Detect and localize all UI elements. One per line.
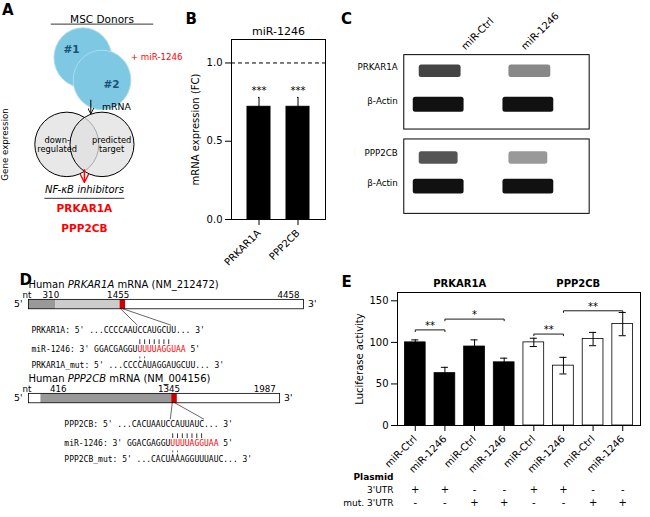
svg-text:50: 50 xyxy=(376,378,389,389)
svg-text:NF-κB inhibitors: NF-κB inhibitors xyxy=(45,184,124,195)
svg-text:#1: #1 xyxy=(64,43,80,55)
svg-text:-: - xyxy=(473,484,477,495)
svg-text:miR-1246: miR-1246 xyxy=(525,433,567,475)
svg-text:mRNA expression (FC): mRNA expression (FC) xyxy=(190,73,201,185)
svg-text:miR-Ctrl: miR-Ctrl xyxy=(459,16,495,52)
svg-text:3': 3' xyxy=(308,298,316,309)
svg-text:**: ** xyxy=(544,324,554,335)
svg-text:100: 100 xyxy=(369,337,388,348)
svg-text:*: * xyxy=(472,309,477,320)
svg-text:Human PPP2CB mRNA (NM_004156): Human PPP2CB mRNA (NM_004156) xyxy=(28,373,210,385)
svg-text:miR-Ctrl: miR-Ctrl xyxy=(441,433,479,470)
svg-text:PPP2CB_mut: 5' ...CACUAAAGGUUU: PPP2CB_mut: 5' ...CACUAAAGGUUUAUC... 3' xyxy=(64,455,252,464)
svg-text:miR-1246: 3' GGACGAGGUUUUUAGGU: miR-1246: 3' GGACGAGGUUUUUAGGUAA 5' xyxy=(64,439,233,448)
svg-text:0.5: 0.5 xyxy=(207,135,223,146)
svg-text:C: C xyxy=(341,10,352,28)
svg-text:Gene expression: Gene expression xyxy=(1,108,11,181)
svg-text:+: + xyxy=(441,484,449,495)
svg-text:**: ** xyxy=(425,320,435,331)
svg-text:-: - xyxy=(621,484,625,495)
svg-text:β-Actin: β-Actin xyxy=(367,96,398,106)
svg-text:-: - xyxy=(591,484,595,495)
svg-text:+ miR-1246: + miR-1246 xyxy=(131,52,183,62)
svg-text:-: - xyxy=(413,497,417,508)
svg-text:miR-1246: miR-1246 xyxy=(252,25,305,38)
svg-text:-: - xyxy=(532,497,536,508)
svg-text:+: + xyxy=(530,484,538,495)
svg-text:miR-1246: miR-1246 xyxy=(585,433,627,475)
svg-text:PPP2CB: PPP2CB xyxy=(61,222,107,234)
svg-text:***: *** xyxy=(252,85,267,96)
svg-text:nt: nt xyxy=(22,384,32,394)
svg-text:+: + xyxy=(589,497,597,508)
svg-text:+: + xyxy=(619,497,627,508)
svg-text:PPP2CB: PPP2CB xyxy=(365,148,398,158)
svg-text:416: 416 xyxy=(50,384,67,394)
svg-text:+: + xyxy=(559,484,567,495)
svg-text:310: 310 xyxy=(43,290,60,300)
svg-text:PRKAR1A: 5' ...CCCCAAUCCAUGCUU: PRKAR1A: 5' ...CCCCAAUCCAUGCUU... 3' xyxy=(31,326,204,335)
svg-text:1987: 1987 xyxy=(254,384,276,394)
svg-text:1345: 1345 xyxy=(158,384,180,394)
svg-text:150: 150 xyxy=(369,295,388,306)
svg-text:miR-1246: miR-1246 xyxy=(519,10,561,52)
svg-text:Plasmid: Plasmid xyxy=(353,472,393,482)
svg-text:mRNA: mRNA xyxy=(102,101,131,112)
svg-text:4458: 4458 xyxy=(278,290,300,300)
svg-text:+: + xyxy=(411,484,419,495)
svg-text:miR-1246: miR-1246 xyxy=(407,433,449,475)
svg-text:5': 5' xyxy=(14,298,22,309)
svg-text:1.0: 1.0 xyxy=(207,57,223,68)
svg-text:miR-1246: 3' GGACGAGGUUUUUAGGU: miR-1246: 3' GGACGAGGUUUUUAGGUAA 5' xyxy=(31,345,200,354)
svg-text:Luciferase activity: Luciferase activity xyxy=(354,313,365,404)
svg-text:**: ** xyxy=(588,301,598,312)
svg-text:+: + xyxy=(470,497,478,508)
svg-text:PRKAR1A: PRKAR1A xyxy=(358,62,398,72)
svg-text:D: D xyxy=(19,270,32,289)
svg-text:β-Actin: β-Actin xyxy=(367,178,398,188)
svg-text:mut. 3'UTR: mut. 3'UTR xyxy=(343,498,393,508)
svg-text:3'UTR: 3'UTR xyxy=(367,485,394,495)
svg-text:down-regulated: down-regulated xyxy=(37,134,77,153)
svg-text:PRKAR1A: PRKAR1A xyxy=(222,227,263,268)
svg-text:***: *** xyxy=(291,85,306,96)
svg-text:+: + xyxy=(500,497,508,508)
svg-text:-: - xyxy=(562,497,566,508)
svg-text:nt: nt xyxy=(22,290,32,300)
svg-text:5': 5' xyxy=(14,392,22,403)
svg-text:miR-Ctrl: miR-Ctrl xyxy=(382,433,419,470)
svg-text:miR-Ctrl: miR-Ctrl xyxy=(501,433,538,470)
svg-text:PPP2CB: PPP2CB xyxy=(267,227,302,262)
svg-text:-: - xyxy=(443,497,447,508)
svg-text:PRKAR1A_mut: 5' ...CCCCAUAGGAU: PRKAR1A_mut: 5' ...CCCCAUAGGAUGCUU... 3' xyxy=(31,361,224,370)
svg-text:miR-Ctrl: miR-Ctrl xyxy=(560,433,597,470)
svg-text:PRKAR1A: PRKAR1A xyxy=(433,278,486,289)
svg-text:PRKAR1A: PRKAR1A xyxy=(57,202,113,214)
svg-text:0: 0 xyxy=(382,420,388,431)
svg-text:PPP2CB: 5' ...CACUAAUCCAUUAUC.: PPP2CB: 5' ...CACUAAUCCAUUAUC... 3' xyxy=(64,420,233,429)
svg-text:Human PRKAR1A mRNA (NM_212472): Human PRKAR1A mRNA (NM_212472) xyxy=(28,279,218,291)
svg-text:predictedtarget: predictedtarget xyxy=(92,134,131,153)
svg-text:#2: #2 xyxy=(104,78,120,90)
svg-text:0.0: 0.0 xyxy=(207,214,223,225)
svg-text:1455: 1455 xyxy=(107,290,129,300)
svg-text:B: B xyxy=(186,10,197,28)
svg-text:A: A xyxy=(2,1,14,19)
svg-text:PPP2CB: PPP2CB xyxy=(556,278,600,289)
svg-text:MSC Donors: MSC Donors xyxy=(70,13,134,25)
svg-text:E: E xyxy=(342,273,352,291)
svg-text:3': 3' xyxy=(284,392,292,403)
svg-text:miR-1246: miR-1246 xyxy=(466,433,508,475)
svg-text:-: - xyxy=(502,484,506,495)
